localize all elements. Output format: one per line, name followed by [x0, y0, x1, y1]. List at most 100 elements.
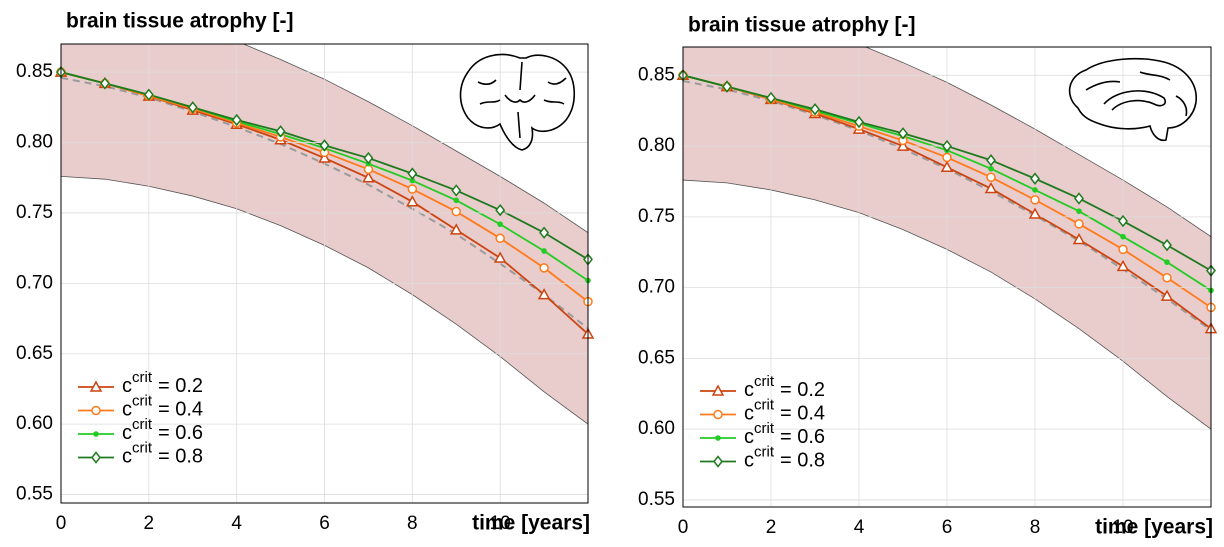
chart-title: brain tissue atrophy [-]	[66, 10, 294, 33]
data-point	[453, 197, 460, 204]
y-tick-label: 0.85	[638, 64, 675, 85]
data-point	[493, 251, 507, 263]
data-point	[986, 172, 996, 182]
legend-label: ccrit = 0.8	[122, 439, 203, 467]
data-point	[1030, 195, 1040, 205]
x-tick-label: 6	[319, 513, 330, 534]
plot-frame	[60, 43, 589, 504]
legend-prefix: c	[744, 379, 754, 401]
data-point	[942, 139, 952, 153]
legend-entry: = 0.2	[158, 375, 203, 397]
panel: 0.55 0.60 0.65 0.70 0.75 0.80 0.85 0 2 4 6 8 10 brain…	[16, 10, 595, 535]
data-point	[539, 263, 549, 273]
data-point	[1160, 289, 1174, 301]
legend-marker	[91, 405, 101, 416]
legend-label: ccrit = 0.6	[122, 416, 203, 444]
data-point	[541, 248, 547, 254]
legend-prefix: c	[122, 375, 132, 397]
data-point	[1030, 172, 1040, 185]
y-tick-label: 0.65	[16, 343, 53, 364]
data-point	[942, 152, 952, 163]
legend-prefix: c	[122, 422, 132, 444]
legend-entry: = 0.6	[780, 426, 825, 448]
data-point	[143, 88, 154, 101]
data-point	[275, 125, 286, 138]
data-point	[1162, 238, 1172, 252]
legend-marker	[713, 409, 723, 420]
legend-prefix: c	[744, 426, 754, 448]
legend-superscript: crit	[754, 373, 775, 390]
legend-label: ccrit = 0.2	[744, 373, 825, 401]
data-point	[406, 195, 419, 207]
x-tick-label: 0	[678, 517, 689, 538]
data-point	[319, 139, 330, 152]
data-point	[1116, 259, 1130, 272]
legend-label: ccrit = 0.2	[122, 369, 203, 397]
y-tick-label: 0.55	[16, 484, 53, 505]
x-tick-label: 4	[231, 513, 242, 534]
y-tick-label: 0.75	[638, 206, 675, 227]
legend-marker	[715, 435, 721, 441]
legend-prefix: c	[744, 450, 754, 472]
data-point	[497, 221, 503, 228]
legend-superscript: crit	[132, 369, 153, 386]
legend-entry: = 0.6	[158, 422, 203, 444]
plot-frame	[682, 46, 1212, 508]
data-point	[722, 80, 732, 93]
data-point	[1120, 233, 1126, 240]
data-point	[854, 115, 864, 129]
legend-entry: = 0.8	[158, 446, 203, 468]
data-point	[539, 226, 550, 239]
x-tick-label: 8	[1030, 517, 1041, 538]
legend-entry: = 0.2	[780, 379, 825, 401]
x-axis-label: time [years]	[1095, 516, 1213, 539]
y-tick-label: 0.75	[16, 202, 53, 223]
legend-prefix: c	[744, 403, 754, 425]
x-tick-label: 0	[56, 513, 67, 534]
data-point	[362, 171, 375, 183]
data-point	[1074, 219, 1084, 229]
data-point	[810, 103, 820, 116]
data-point	[986, 154, 996, 167]
legend-superscript: crit	[132, 439, 153, 456]
data-point	[984, 181, 998, 194]
data-point	[1162, 272, 1172, 283]
legend-marker	[713, 455, 723, 468]
y-tick-label: 0.60	[16, 413, 53, 434]
data-point	[898, 127, 908, 140]
legend-label: ccrit = 0.4	[744, 396, 825, 424]
y-tick-label: 0.60	[638, 418, 675, 439]
brain-sagittal-icon	[1068, 57, 1197, 142]
legend-label: ccrit = 0.8	[744, 443, 825, 471]
x-tick-label: 4	[854, 517, 865, 538]
x-tick-label: 10	[1112, 517, 1133, 538]
data-point	[1032, 187, 1038, 193]
data-point	[495, 203, 506, 217]
legend-superscript: crit	[132, 392, 153, 409]
legend-marker	[91, 451, 101, 464]
data-point	[1074, 192, 1084, 205]
x-tick-label: 2	[144, 513, 155, 534]
x-axis-label: time [years]	[472, 512, 590, 535]
data-point	[363, 164, 374, 175]
legend-entry: = 0.4	[780, 403, 825, 425]
y-tick-label: 0.80	[16, 132, 53, 153]
data-point	[495, 233, 505, 244]
data-point	[1118, 214, 1128, 228]
legend-prefix: c	[122, 399, 132, 421]
legend-superscript: crit	[754, 443, 775, 460]
legend-entry: = 0.8	[780, 450, 825, 472]
x-tick-label: 2	[766, 517, 777, 538]
x-tick-label: 6	[942, 517, 953, 538]
legend-marker	[93, 431, 99, 437]
legend-superscript: crit	[754, 420, 775, 437]
data-point	[940, 160, 954, 173]
data-point	[537, 288, 551, 300]
x-tick-label: 8	[407, 513, 418, 534]
legend-entry: = 0.4	[158, 399, 203, 421]
legend-label: ccrit = 0.6	[744, 420, 825, 448]
data-point	[1076, 208, 1082, 214]
data-point	[407, 184, 418, 194]
